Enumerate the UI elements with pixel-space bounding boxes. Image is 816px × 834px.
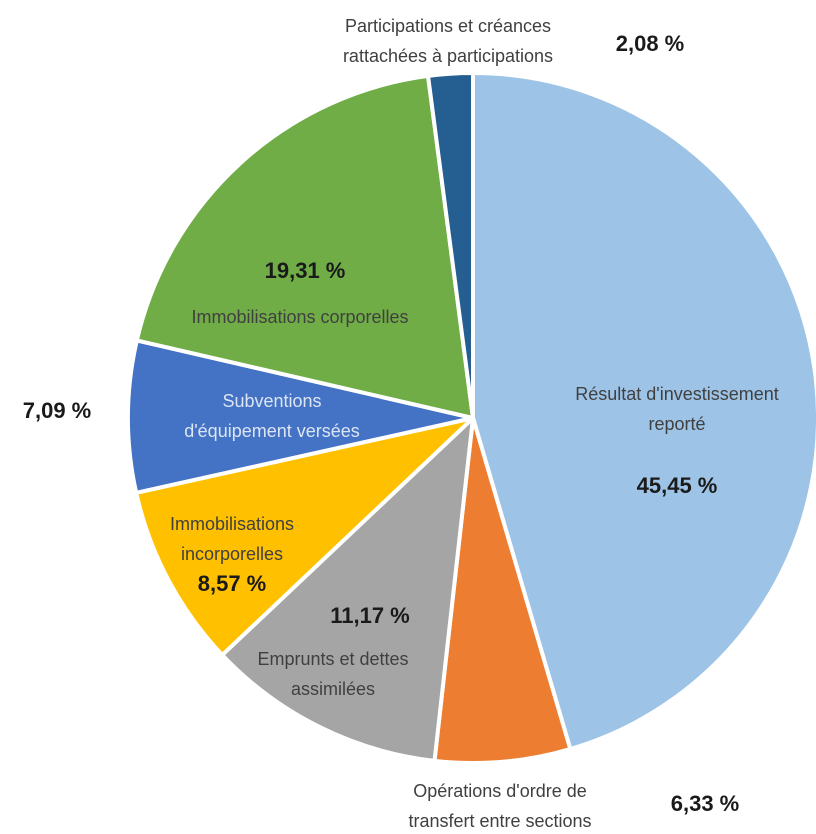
slice-label: Immobilisations <box>170 514 294 534</box>
value-label: 6,33 % <box>671 791 740 816</box>
slice-label: Participations et créances <box>345 16 551 36</box>
slice-label: Opérations d'ordre de <box>413 781 587 801</box>
pie-slice <box>432 416 573 765</box>
slice-label: Subventions <box>222 391 321 411</box>
slice-label: d'équipement versées <box>184 421 360 441</box>
slice-label: rattachées à participations <box>343 46 553 66</box>
slice-label: Emprunts et dettes <box>257 649 408 669</box>
value-label: 11,17 % <box>330 603 410 628</box>
value-label: 8,57 % <box>198 571 267 596</box>
pie-slice <box>220 416 475 763</box>
pie-slice <box>134 416 475 657</box>
slice-label: incorporelles <box>181 544 283 564</box>
pie-slice <box>471 71 816 751</box>
value-label: 45,45 % <box>637 473 718 498</box>
slice-label: assimilées <box>291 679 375 699</box>
pie-slice <box>126 338 475 495</box>
slice-label: reporté <box>648 414 705 434</box>
value-label: 19,31 % <box>265 258 346 283</box>
slice-label: Immobilisations corporelles <box>191 307 408 327</box>
value-label: 7,09 % <box>23 398 92 423</box>
slice-label: Résultat d'investissement <box>575 384 779 404</box>
value-label: 2,08 % <box>616 31 685 56</box>
slice-label: transfert entre sections <box>408 811 591 831</box>
pie-slice <box>426 71 475 420</box>
pie-slice <box>134 73 475 420</box>
